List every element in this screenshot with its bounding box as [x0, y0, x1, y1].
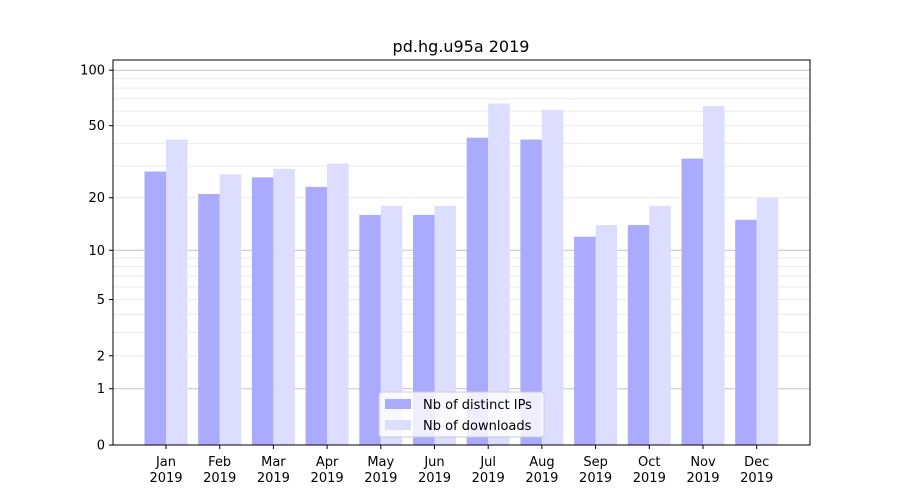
- bar-distinct-ips: [251, 177, 274, 446]
- y-tick-label: 20: [88, 191, 105, 206]
- y-axis: 0 1 2 5 10 20 50 100: [80, 64, 113, 454]
- y-tick-label: 50: [88, 119, 105, 134]
- bar-distinct-ips: [305, 186, 328, 445]
- x-tick-label: Jul 2019: [472, 455, 505, 486]
- x-tick-label: Sep 2019: [579, 455, 612, 486]
- chart-title: pd.hg.u95a 2019: [393, 37, 530, 56]
- bar-downloads: [219, 174, 242, 445]
- y-tick-label: 2: [97, 349, 105, 364]
- bar-distinct-ips: [735, 219, 757, 445]
- x-tick-label: Feb 2019: [203, 455, 236, 486]
- bar-downloads: [380, 205, 403, 445]
- legend-label-downloads: Nb of downloads: [423, 419, 532, 434]
- y-tick-label: 5: [97, 293, 105, 308]
- bar-distinct-ips: [198, 193, 220, 445]
- y-tick-label: 100: [80, 64, 105, 79]
- bar-distinct-ips: [681, 158, 703, 445]
- bar-downloads: [541, 109, 564, 445]
- y-tick-label: 0: [97, 439, 105, 454]
- legend-label-ips: Nb of distinct IPs: [423, 398, 532, 413]
- bar-distinct-ips: [627, 225, 650, 445]
- x-tick-label: Apr 2019: [311, 455, 344, 486]
- x-tick-label: Mar 2019: [257, 455, 290, 486]
- legend-swatch-ips: [385, 399, 411, 409]
- x-tick-label: Jan 2019: [149, 455, 182, 486]
- y-tick-label: 1: [97, 382, 105, 397]
- x-tick-label: May 2019: [364, 455, 397, 486]
- bar-downloads: [434, 205, 456, 445]
- bar-distinct-ips: [520, 139, 542, 446]
- x-tick-label: Nov 2019: [686, 455, 719, 486]
- bar-downloads: [649, 205, 671, 445]
- legend-box: [378, 391, 545, 438]
- bar-downloads: [756, 197, 779, 445]
- bar-downloads: [488, 103, 510, 445]
- x-tick-label: Oct 2019: [633, 455, 666, 486]
- bar-distinct-ips: [466, 137, 489, 445]
- x-axis: Jan 2019 Feb 2019 Mar 2019 Apr 2019 May 2019 Jun 20…: [149, 445, 773, 486]
- bar-downloads: [273, 168, 295, 445]
- bar-distinct-ips: [413, 214, 435, 445]
- legend: Nb of distinct IPs Nb of downloads: [378, 391, 545, 438]
- x-tick-label: Aug 2019: [525, 455, 558, 486]
- bar-downloads: [703, 105, 725, 445]
- bar-downloads: [595, 225, 618, 445]
- bar-distinct-ips: [574, 236, 596, 445]
- y-tick-label: 10: [88, 244, 105, 259]
- legend-swatch-downloads: [385, 420, 411, 430]
- bar-downloads: [327, 163, 349, 445]
- plot-frame: [112, 59, 811, 446]
- bar-downloads: [166, 139, 188, 446]
- x-tick-label: Jun 2019: [418, 455, 451, 486]
- bar-distinct-ips: [144, 171, 166, 446]
- x-tick-label: Dec 2019: [740, 455, 773, 486]
- bars: [144, 103, 779, 446]
- bar-distinct-ips: [359, 214, 381, 445]
